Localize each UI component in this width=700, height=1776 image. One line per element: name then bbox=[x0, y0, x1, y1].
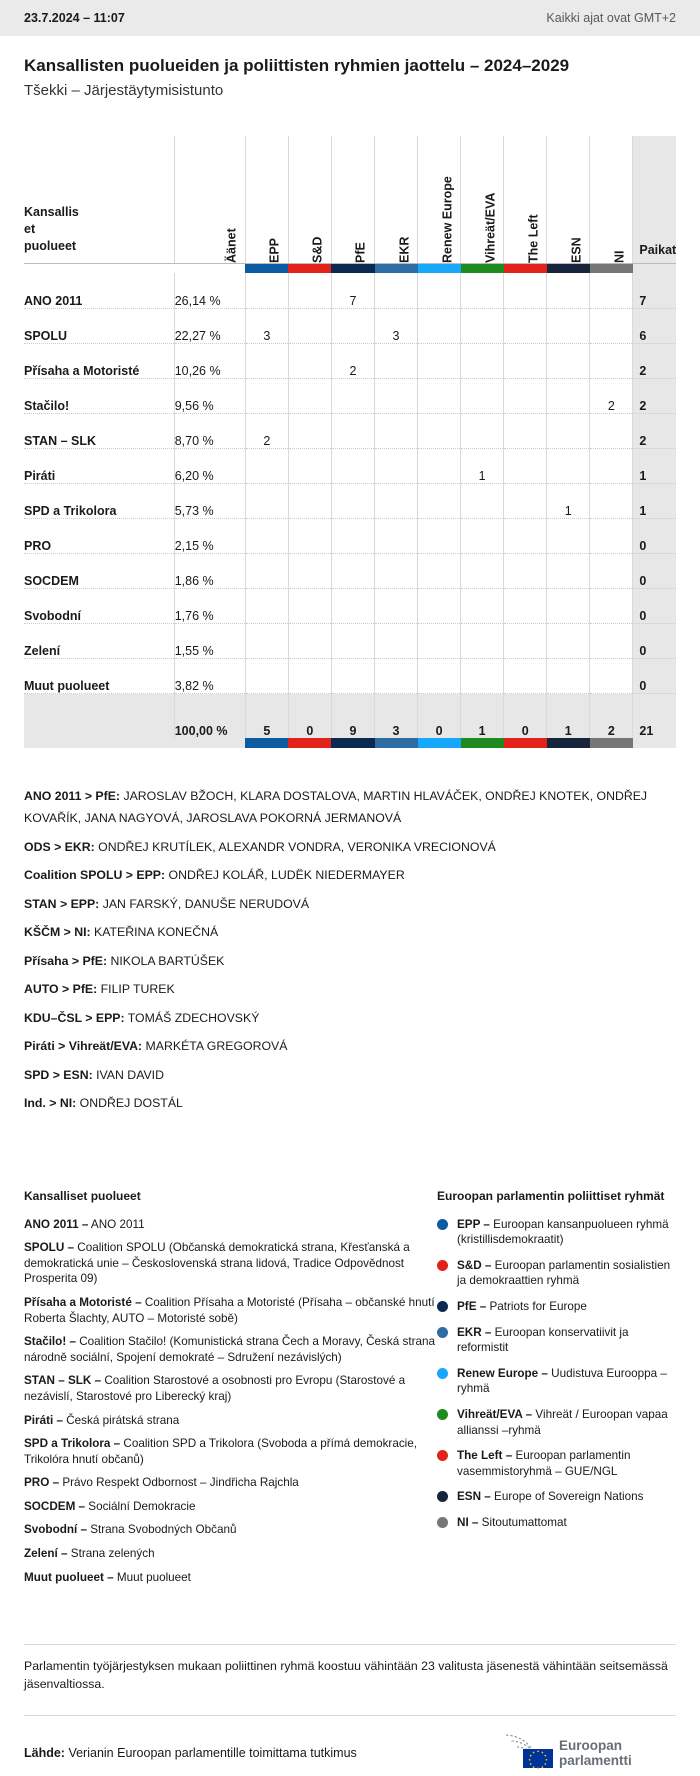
svg-text:Euroopan: Euroopan bbox=[559, 1738, 622, 1753]
svg-text:parlamentti: parlamentti bbox=[559, 1753, 632, 1768]
